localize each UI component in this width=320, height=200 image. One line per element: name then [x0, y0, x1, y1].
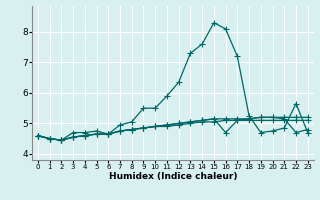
X-axis label: Humidex (Indice chaleur): Humidex (Indice chaleur) — [108, 172, 237, 181]
